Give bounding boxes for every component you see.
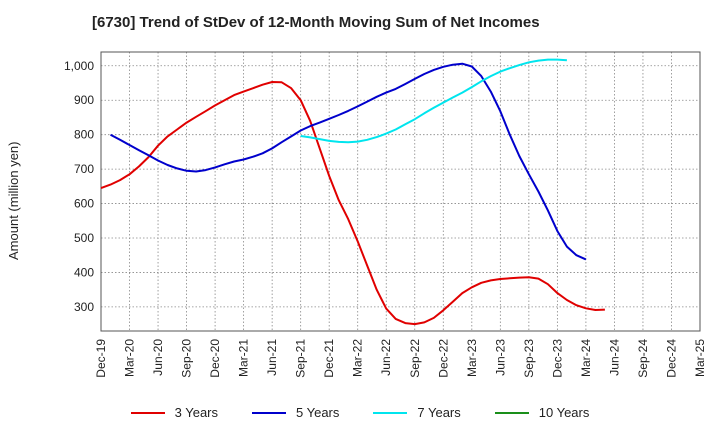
legend-item: 3 Years (130, 405, 218, 420)
y-tick-label: 700 (74, 162, 94, 176)
x-tick-label: Sep-24 (636, 339, 650, 378)
grid (101, 52, 700, 331)
legend-swatch (252, 411, 286, 414)
series-line-3-years (100, 81, 605, 326)
y-tick-label: 600 (74, 197, 94, 211)
y-tick-label: 400 (74, 265, 94, 279)
x-tick-label: Mar-20 (123, 339, 137, 377)
legend-item: 10 Years (494, 405, 590, 420)
y-tick-label: 800 (74, 128, 94, 142)
x-tick-label: Dec-21 (322, 339, 336, 378)
x-tick-label: Sep-20 (180, 339, 194, 378)
x-tick-label: Dec-24 (664, 339, 678, 378)
x-tick-label: Mar-25 (693, 339, 707, 377)
legend-swatch (130, 411, 165, 414)
legend-swatch (494, 411, 529, 414)
x-tick-label: Mar-24 (579, 339, 593, 377)
x-tick-label: Dec-20 (208, 339, 222, 378)
legend-swatch (373, 411, 408, 414)
x-tick-label: Sep-23 (522, 339, 536, 378)
y-tick-label: 900 (74, 93, 94, 107)
x-tick-label: Jun-23 (493, 339, 507, 376)
series-line-7-years (300, 58, 567, 144)
x-tick-label: Mar-23 (465, 339, 479, 377)
x-tick-label: Dec-23 (550, 339, 564, 378)
x-tick-label: Jun-20 (151, 339, 165, 376)
x-tick-label: Dec-22 (436, 339, 450, 378)
x-tick-label: Mar-22 (351, 339, 365, 377)
x-tick-label: Sep-22 (408, 339, 422, 378)
x-tick-label: Jun-24 (607, 339, 621, 376)
x-tick-label: Jun-22 (379, 339, 393, 376)
x-tick-labels: Dec-19 Mar-20 Jun-20 Sep-20 Dec-20 Mar-21 Jun-… (94, 339, 707, 378)
x-tick-label: Dec-19 (94, 339, 108, 378)
legend-item: 7 Years (373, 405, 461, 420)
y-tick-label: 500 (74, 231, 94, 245)
y-tick-label: 1,000 (64, 59, 94, 73)
y-tick-label: 300 (74, 300, 94, 314)
chart-title: [6730] Trend of StDev of 12-Month Moving… (92, 14, 540, 31)
y-tick-labels: 300 400 500 600 700 800 900 1,000 (64, 59, 94, 314)
legend-label: 5 Years (296, 405, 340, 420)
series-lines (100, 58, 605, 326)
x-tick-label: Sep-21 (294, 339, 308, 378)
x-tick-label: Mar-21 (237, 339, 251, 377)
legend-label: 3 Years (174, 405, 218, 420)
legend: 3 Years 5 Years 7 Years 10 Years (0, 405, 720, 420)
series-line-5-years (110, 62, 587, 261)
legend-item: 5 Years (252, 405, 339, 420)
legend-label: 10 Years (538, 405, 590, 420)
plot-frame (100, 51, 701, 332)
x-tick-label: Jun-21 (265, 339, 279, 376)
legend-label: 7 Years (417, 405, 461, 420)
